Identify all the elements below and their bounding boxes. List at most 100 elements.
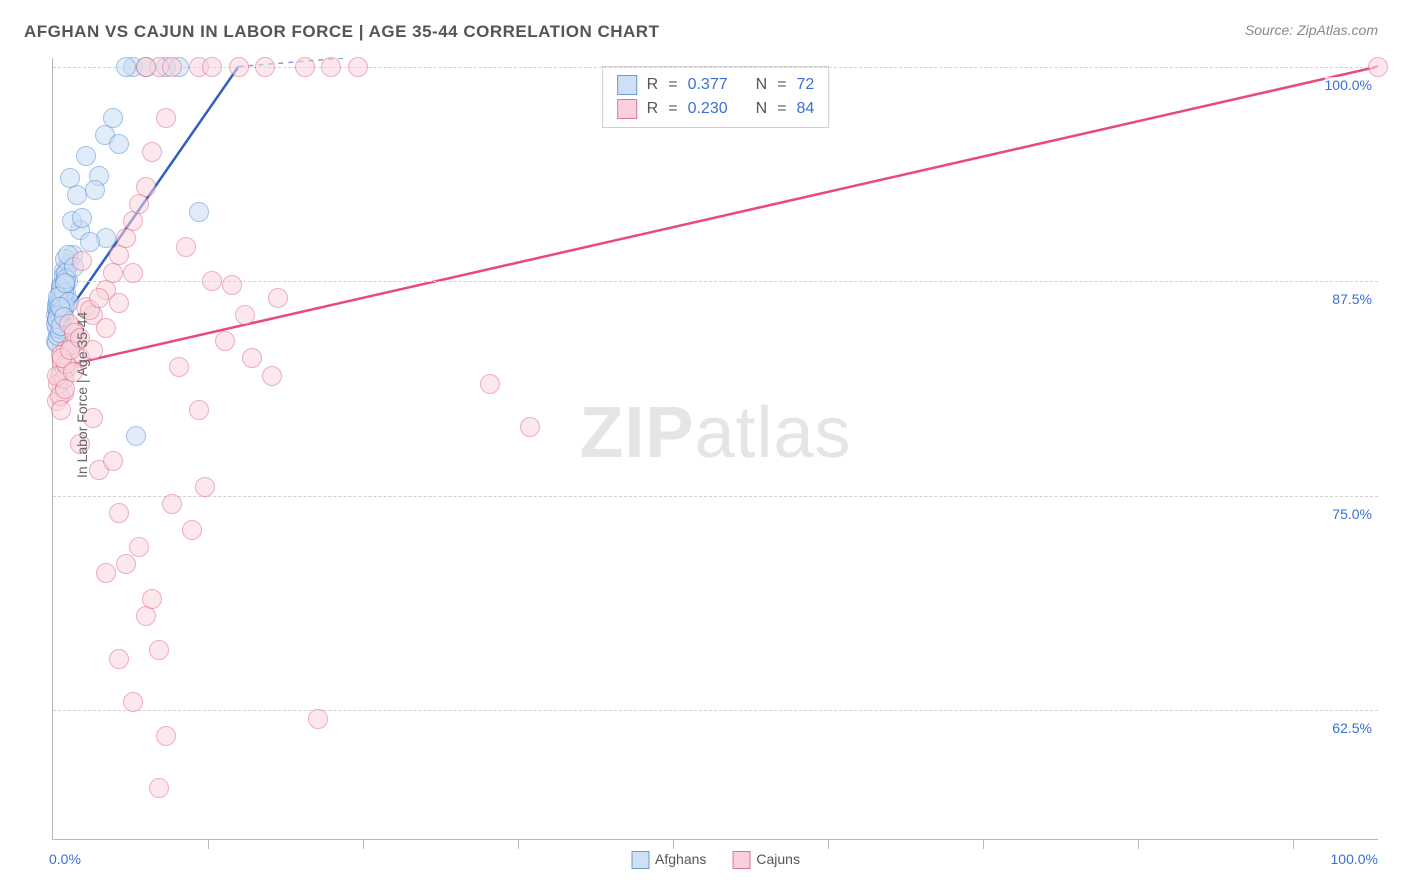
data-point <box>295 57 315 77</box>
x-tick <box>983 839 984 849</box>
data-point <box>162 494 182 514</box>
data-point <box>348 57 368 77</box>
data-point <box>262 366 282 386</box>
watermark: ZIPatlas <box>579 392 851 474</box>
data-point <box>480 374 500 394</box>
x-tick <box>828 839 829 849</box>
stats-row: R = 0.377 N = 72 <box>617 73 815 97</box>
data-point <box>242 348 262 368</box>
data-point <box>268 288 288 308</box>
data-point <box>103 451 123 471</box>
legend-label: Afghans <box>655 851 706 867</box>
data-point <box>195 477 215 497</box>
legend-swatch <box>631 851 649 869</box>
legend-swatch <box>617 75 637 95</box>
data-point <box>129 194 149 214</box>
legend-item: Afghans <box>631 851 706 869</box>
legend-label: Cajuns <box>756 851 800 867</box>
data-point <box>202 271 222 291</box>
equals: = <box>668 100 677 118</box>
data-point <box>1368 57 1388 77</box>
data-point <box>103 108 123 128</box>
x-tick <box>673 839 674 849</box>
data-point <box>116 554 136 574</box>
data-point <box>215 331 235 351</box>
data-point <box>72 251 92 271</box>
source-attribution: Source: ZipAtlas.com <box>1245 22 1378 38</box>
stat-n-value: 72 <box>797 76 815 94</box>
data-point <box>136 57 156 77</box>
data-point <box>126 426 146 446</box>
data-point <box>156 726 176 746</box>
data-point <box>116 228 136 248</box>
data-point <box>123 263 143 283</box>
data-point <box>235 305 255 325</box>
data-point <box>116 57 136 77</box>
data-point <box>109 649 129 669</box>
y-tick-label: 62.5% <box>1332 720 1378 736</box>
data-point <box>169 357 189 377</box>
plot-container: ZIPatlas R=0.377N=72R=0.230N=84 0.0% 100… <box>52 58 1378 840</box>
y-tick-label: 100.0% <box>1325 77 1378 93</box>
data-point <box>189 202 209 222</box>
data-point <box>96 318 116 338</box>
data-point <box>109 503 129 523</box>
data-point <box>136 606 156 626</box>
data-point <box>162 57 182 77</box>
data-point <box>182 520 202 540</box>
series-legend: Afghans Cajuns <box>631 851 800 869</box>
y-axis-label: In Labor Force | Age 35-44 <box>74 312 90 478</box>
data-point <box>60 168 80 188</box>
data-point <box>67 185 87 205</box>
x-tick <box>1138 839 1139 849</box>
data-point <box>520 417 540 437</box>
data-point <box>202 57 222 77</box>
data-point <box>55 379 75 399</box>
legend-swatch <box>617 99 637 119</box>
equals: = <box>668 76 677 94</box>
correlation-stats-box: R=0.377N=72R=0.230N=84 <box>602 66 830 128</box>
x-tick <box>208 839 209 849</box>
data-point <box>255 57 275 77</box>
watermark-bold: ZIP <box>579 393 694 473</box>
data-point <box>308 709 328 729</box>
data-point <box>321 57 341 77</box>
data-point <box>189 400 209 420</box>
data-point <box>123 692 143 712</box>
stat-r-value: 0.377 <box>688 76 728 94</box>
data-point <box>72 208 92 228</box>
watermark-rest: atlas <box>694 393 851 473</box>
trend-lines-svg <box>53 58 1378 839</box>
stat-n-label: N <box>756 100 768 118</box>
x-tick <box>518 839 519 849</box>
data-point <box>109 134 129 154</box>
y-tick-label: 75.0% <box>1332 506 1378 522</box>
data-point <box>89 288 109 308</box>
stat-n-label: N <box>756 76 768 94</box>
plot-area: ZIPatlas R=0.377N=72R=0.230N=84 0.0% 100… <box>52 58 1378 840</box>
data-point <box>142 589 162 609</box>
hgrid-line <box>53 496 1378 497</box>
data-point <box>149 640 169 660</box>
data-point <box>103 263 123 283</box>
data-point <box>149 778 169 798</box>
data-point <box>109 293 129 313</box>
stat-r-label: R <box>647 76 659 94</box>
stat-r-label: R <box>647 100 659 118</box>
data-point <box>156 108 176 128</box>
hgrid-line <box>53 710 1378 711</box>
chart-title: AFGHAN VS CAJUN IN LABOR FORCE | AGE 35-… <box>24 22 659 42</box>
legend-item: Cajuns <box>732 851 800 869</box>
equals: = <box>777 76 786 94</box>
x-tick <box>363 839 364 849</box>
x-axis-min-label: 0.0% <box>49 851 81 867</box>
stat-r-value: 0.230 <box>688 100 728 118</box>
data-point <box>222 275 242 295</box>
data-point <box>142 142 162 162</box>
data-point <box>85 180 105 200</box>
hgrid-line <box>53 281 1378 282</box>
data-point <box>96 563 116 583</box>
x-axis-max-label: 100.0% <box>1331 851 1378 867</box>
y-tick-label: 87.5% <box>1332 291 1378 307</box>
stats-row: R=0.230N=84 <box>617 97 815 121</box>
